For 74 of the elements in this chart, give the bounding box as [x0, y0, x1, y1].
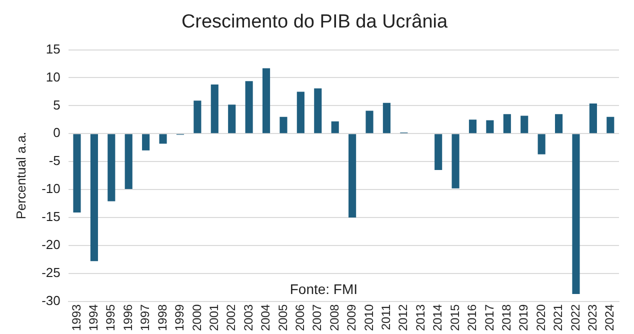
- bar: [589, 103, 597, 134]
- bar: [434, 134, 442, 170]
- x-tick-label: 2014: [430, 304, 445, 332]
- y-tick-label: -15: [42, 209, 60, 224]
- bar: [228, 104, 236, 134]
- annotation: Fonte: FMI: [290, 281, 358, 298]
- bar: [124, 134, 132, 189]
- x-tick-label: 2006: [292, 304, 307, 332]
- bar: [572, 134, 580, 294]
- x-tick-label: 1994: [86, 304, 101, 332]
- bar: [90, 134, 98, 262]
- y-tick-label: -20: [42, 236, 60, 252]
- bar: [314, 88, 322, 134]
- x-tick-label: 1999: [172, 304, 187, 332]
- bar: [366, 110, 374, 134]
- bar: [348, 134, 356, 218]
- bar: [503, 114, 511, 134]
- x-tick-label: 2016: [465, 304, 480, 332]
- x-tick-label: 2013: [413, 304, 428, 332]
- y-tick-label: -5: [48, 153, 60, 168]
- bar: [468, 120, 477, 134]
- x-tick-label: 2011: [379, 304, 394, 330]
- bar: [538, 134, 546, 154]
- y-axis-title: Percentual a.a.: [13, 132, 28, 220]
- x-tick-label: 2000: [190, 304, 204, 332]
- x-tick-label: 1996: [120, 304, 135, 332]
- bar: [159, 134, 167, 144]
- bar: [108, 134, 116, 202]
- x-tick-label: 2020: [534, 304, 548, 332]
- bar: [245, 81, 253, 134]
- x-tick-label: 2015: [448, 304, 462, 332]
- bar: [520, 116, 528, 134]
- x-tick-label: 2017: [482, 304, 496, 332]
- bar: [486, 120, 494, 134]
- y-tick-label: 15: [46, 41, 60, 56]
- x-tick-label: 2002: [224, 304, 238, 332]
- x-tick-label: 2004: [258, 304, 273, 332]
- y-tick-label: 10: [46, 69, 60, 84]
- x-tick-label: 2005: [276, 304, 290, 332]
- bar: [554, 114, 563, 134]
- bar: [280, 116, 288, 134]
- bar: [331, 121, 339, 134]
- x-tick-label: 2019: [516, 304, 531, 332]
- bar: [210, 84, 218, 134]
- x-tick-label: 1997: [138, 304, 152, 332]
- bar: [296, 92, 304, 134]
- x-tick-label: 2001: [206, 304, 221, 332]
- x-tick-label: 2008: [327, 304, 342, 332]
- x-tick-label: 1998: [155, 304, 170, 332]
- y-tick-label: -10: [42, 181, 60, 196]
- bar: [194, 100, 202, 134]
- y-tick-label: 0: [53, 125, 60, 140]
- y-tick-label: -25: [42, 264, 60, 280]
- chart-title: Crescimento do PIB da Ucrânia: [181, 12, 448, 33]
- bar: [452, 134, 460, 188]
- x-tick-label: 2009: [344, 304, 359, 332]
- bar: [262, 68, 270, 134]
- x-tick-label: 2024: [602, 304, 617, 332]
- x-tick-label: 2022: [568, 304, 582, 332]
- bar: [73, 134, 81, 212]
- y-tick-label: -30: [42, 292, 60, 308]
- x-tick-label: 2007: [310, 304, 324, 332]
- x-tick-label: 2012: [396, 304, 410, 332]
- x-tick-label: 2003: [241, 304, 256, 332]
- x-tick-label: 2023: [586, 304, 600, 332]
- x-tick-label: 1995: [104, 304, 118, 332]
- bar: [382, 102, 390, 134]
- x-tick-label: 1993: [69, 304, 84, 332]
- x-tick-label: 2010: [362, 304, 376, 332]
- bar: [142, 134, 150, 150]
- x-tick-label: 2018: [499, 304, 514, 332]
- bar: [606, 116, 614, 134]
- x-tick-label: 2021: [551, 304, 566, 332]
- y-tick-label: 5: [53, 97, 60, 112]
